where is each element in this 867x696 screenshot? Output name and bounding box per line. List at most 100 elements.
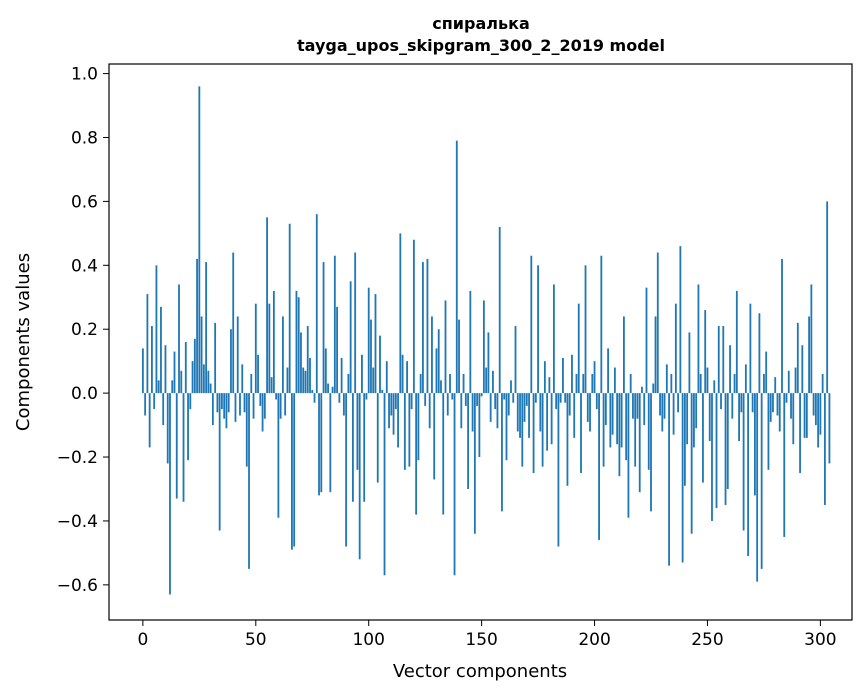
bar [686, 393, 689, 445]
bar [555, 393, 558, 410]
bar [670, 373, 673, 394]
bar [613, 367, 616, 394]
bar [187, 393, 189, 461]
bar [760, 393, 763, 569]
bar [444, 300, 447, 394]
bar [607, 348, 609, 394]
bar [293, 393, 296, 547]
bar [412, 239, 415, 394]
bar [327, 383, 329, 394]
bar [584, 265, 587, 394]
bar [196, 258, 198, 394]
bar [575, 373, 578, 394]
bar [178, 284, 180, 394]
bar [690, 393, 693, 534]
bar [257, 354, 259, 394]
bar [586, 393, 589, 422]
bar [333, 255, 336, 394]
bar [665, 364, 668, 394]
bar [801, 345, 804, 394]
bar [826, 201, 829, 394]
bar [774, 377, 777, 394]
bar [702, 393, 704, 483]
bar [223, 393, 226, 419]
bar [489, 393, 492, 422]
bar [562, 357, 564, 394]
bar [677, 393, 680, 413]
bar [336, 306, 338, 394]
bar [627, 393, 630, 518]
bar [641, 386, 643, 394]
bar [731, 393, 734, 419]
bar [821, 373, 824, 394]
bar [460, 393, 463, 429]
bar [559, 393, 562, 403]
bar [589, 393, 591, 432]
bar [311, 389, 314, 394]
bar [781, 258, 783, 394]
bar [458, 319, 460, 394]
bar [711, 393, 713, 521]
bar [306, 326, 309, 394]
bar [496, 393, 499, 429]
bar [756, 393, 759, 582]
bar [541, 393, 544, 467]
bar [155, 265, 158, 394]
bar [643, 393, 646, 426]
bar [365, 393, 368, 400]
bar [494, 393, 497, 410]
bar [164, 345, 167, 394]
bar [747, 393, 750, 557]
bar [525, 393, 528, 406]
bar [593, 361, 596, 394]
bar [828, 393, 831, 464]
bar [440, 380, 442, 394]
bar [184, 342, 187, 394]
bar [602, 393, 605, 467]
bar [227, 393, 230, 413]
bar [254, 303, 257, 394]
bar [654, 316, 657, 394]
bar [288, 223, 291, 394]
bar [469, 290, 472, 394]
bar [543, 361, 546, 394]
bar [431, 316, 433, 394]
bar [539, 393, 542, 432]
bar [794, 367, 797, 394]
bar [824, 393, 826, 505]
bar [313, 393, 316, 403]
bar [492, 370, 494, 394]
bar [552, 284, 555, 394]
bar [451, 393, 454, 400]
bar [749, 303, 752, 394]
bar [598, 393, 600, 541]
bar [230, 329, 232, 394]
bar [616, 393, 619, 445]
bar [435, 348, 438, 394]
bar [236, 316, 239, 394]
bar [329, 393, 332, 493]
bar [153, 393, 156, 410]
bar [573, 393, 576, 438]
bar [758, 313, 761, 394]
bar [704, 310, 707, 394]
bar [198, 86, 201, 394]
bar [345, 393, 348, 547]
bar [241, 364, 244, 394]
bar [245, 393, 248, 467]
x-axis-label: Vector components [393, 661, 567, 682]
bar [772, 393, 774, 413]
bar [467, 393, 469, 489]
bar [735, 290, 738, 394]
bar [688, 332, 691, 394]
bar [767, 393, 770, 470]
x-tick-label: 50 [245, 630, 267, 650]
bar [141, 348, 144, 394]
bar [744, 364, 747, 394]
bar [281, 316, 284, 394]
bar [401, 354, 404, 394]
bar [232, 252, 235, 394]
bar [309, 357, 311, 394]
bar [419, 373, 422, 394]
bar [449, 373, 451, 394]
